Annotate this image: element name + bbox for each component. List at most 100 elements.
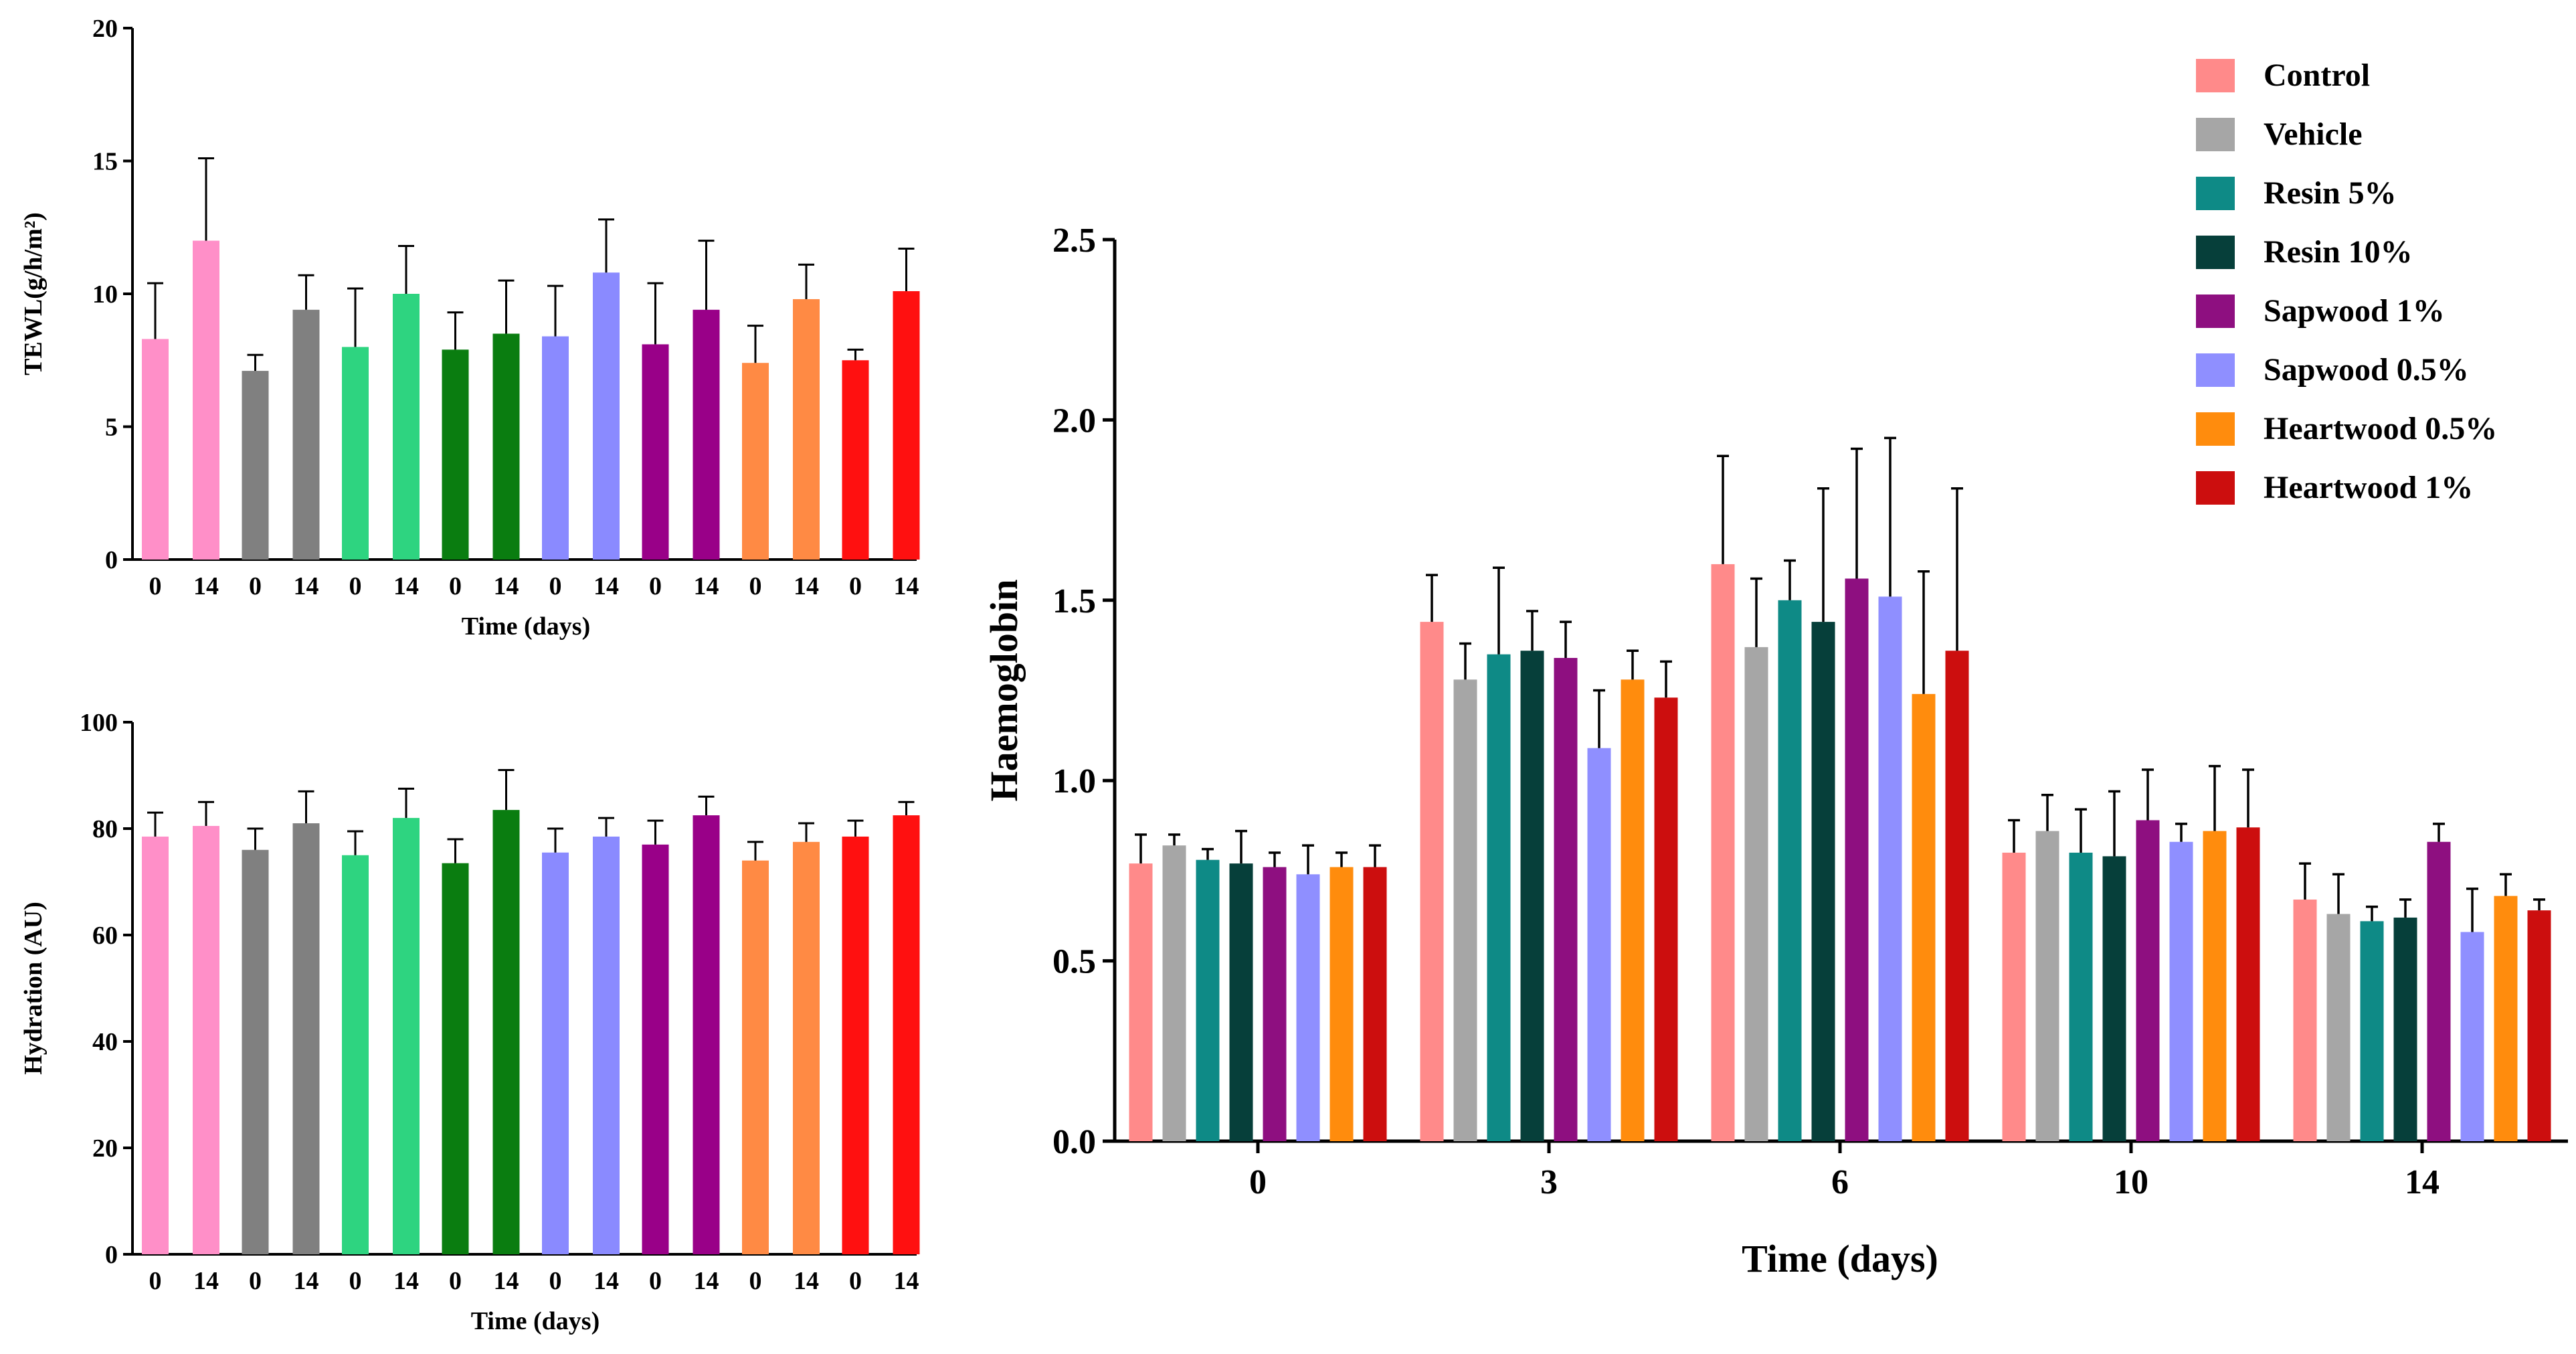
x-tick-label: 0: [149, 572, 162, 600]
y-tick-label: 20: [92, 15, 118, 43]
x-tick-label: 14: [593, 572, 619, 600]
bar-heartwood-1-: [1945, 651, 1969, 1141]
x-tick-label: 0: [749, 1267, 762, 1295]
bar: [693, 309, 720, 560]
bar: [893, 291, 920, 560]
bar: [242, 849, 269, 1254]
legend: Control Vehicle Resin 5% Resin 10% Sapwood 1…: [2196, 58, 2497, 505]
bar-control: [2293, 900, 2317, 1141]
bar-sapwood-1-: [1554, 658, 1578, 1141]
legend-swatch: [2196, 294, 2235, 328]
bar: [242, 371, 269, 560]
bar: [742, 363, 769, 560]
x-axis-title: Time (days): [1742, 1237, 1938, 1280]
bar: [292, 309, 320, 560]
bar-sapwood-1-: [2427, 841, 2451, 1141]
y-axis-title: TEWL(g/h/m²): [19, 212, 48, 375]
bar-vehicle: [2326, 914, 2351, 1141]
hydration-chart: 0 20 40 60 80 100 Hydration (AU) 0 14 0 14 0 14 0 14 0 1…: [19, 709, 920, 1335]
legend-label: Resin 5%: [2264, 175, 2397, 211]
bar-resin-10-: [2102, 856, 2126, 1141]
bar-resin-5-: [2069, 852, 2093, 1141]
bar: [542, 336, 569, 560]
bar-vehicle: [2035, 831, 2059, 1141]
bar-sapwood-0-5-: [2169, 841, 2193, 1141]
x-tick-label: 0: [1249, 1163, 1267, 1201]
bar: [393, 818, 420, 1254]
x-tick-label: 0: [549, 1267, 562, 1295]
bar: [492, 333, 520, 560]
haemoglobin-chart: 0.0 0.5 1.0 1.5 2.0 2.5 Haemoglobin 0 3 6 10 14 Time…: [982, 58, 2568, 1280]
bar: [593, 272, 620, 560]
x-tick-label: 14: [494, 1267, 519, 1295]
bar-sapwood-1-: [2136, 820, 2160, 1141]
bar: [142, 836, 169, 1254]
y-axis-title: Haemoglobin: [982, 580, 1026, 802]
x-tick-label: 14: [193, 572, 219, 600]
bar: [492, 810, 520, 1254]
bar-resin-10-: [1520, 651, 1544, 1141]
bar: [593, 836, 620, 1254]
legend-swatch: [2196, 236, 2235, 269]
x-tick-label: 0: [349, 1267, 362, 1295]
bar: [842, 836, 869, 1254]
x-tick-label: 3: [1540, 1163, 1558, 1201]
legend-swatch: [2196, 118, 2235, 151]
bar-control: [1129, 863, 1153, 1141]
bar: [342, 855, 369, 1254]
bar-resin-10-: [2393, 917, 2417, 1141]
bar-heartwood-0-5-: [1329, 867, 1354, 1141]
x-tick-label: 14: [894, 1267, 919, 1295]
x-tick-label: 14: [294, 572, 319, 600]
bar-resin-5-: [1487, 654, 1511, 1141]
y-tick-label: 0: [105, 1241, 118, 1269]
bar-sapwood-0-5-: [1296, 874, 1320, 1141]
bar: [442, 349, 469, 560]
bar-sapwood-1-: [1845, 578, 1869, 1141]
bar: [842, 360, 869, 560]
y-tick-label: 2.0: [1052, 402, 1096, 440]
x-tick-label: 14: [494, 572, 519, 600]
x-tick-label: 14: [894, 572, 919, 600]
bar-control: [2002, 852, 2026, 1141]
y-tick-label: 20: [92, 1134, 118, 1163]
x-tick-label: 0: [449, 1267, 462, 1295]
bar: [642, 344, 669, 560]
x-tick-label: 0: [649, 1267, 662, 1295]
tewl-chart: 0 5 10 15 20 TEWL(g/h/m²) 0 14 0 14 0 14 0 14 0 14 0 14 0 1…: [19, 15, 920, 641]
bar: [393, 294, 420, 560]
y-tick-label: 10: [92, 280, 118, 309]
bar-heartwood-1-: [2236, 827, 2260, 1141]
bar: [742, 860, 769, 1254]
y-tick-label: 1.0: [1052, 762, 1096, 800]
x-tick-label: 0: [149, 1267, 162, 1295]
bar: [542, 852, 569, 1254]
bar-resin-5-: [2360, 921, 2384, 1141]
x-tick-label: 6: [1831, 1163, 1849, 1201]
bar-heartwood-1-: [2527, 910, 2551, 1141]
x-tick-label: 0: [449, 572, 462, 600]
bar-resin-5-: [1196, 859, 1220, 1141]
bar-sapwood-1-: [1263, 867, 1287, 1141]
x-tick-label: 14: [294, 1267, 319, 1295]
legend-label: Resin 10%: [2264, 234, 2413, 270]
legend-label: Control: [2264, 58, 2370, 93]
bar-sapwood-0-5-: [1587, 748, 1611, 1141]
x-tick-label: 14: [694, 572, 719, 600]
bar-control: [1420, 622, 1444, 1141]
legend-swatch: [2196, 353, 2235, 387]
y-tick-label: 0.0: [1052, 1123, 1096, 1161]
legend-swatch: [2196, 177, 2235, 210]
legend-swatch: [2196, 471, 2235, 505]
bar-vehicle: [1453, 679, 1477, 1141]
legend-label: Heartwood 1%: [2264, 470, 2473, 505]
y-tick-label: 1.5: [1052, 582, 1096, 620]
y-tick-label: 2.5: [1052, 222, 1096, 260]
y-tick-label: 80: [92, 815, 118, 843]
x-tick-label: 0: [249, 572, 262, 600]
bar-resin-10-: [1229, 863, 1253, 1141]
bar-heartwood-1-: [1363, 867, 1387, 1141]
y-tick-label: 0.5: [1052, 943, 1096, 981]
x-tick-label: 0: [249, 1267, 262, 1295]
